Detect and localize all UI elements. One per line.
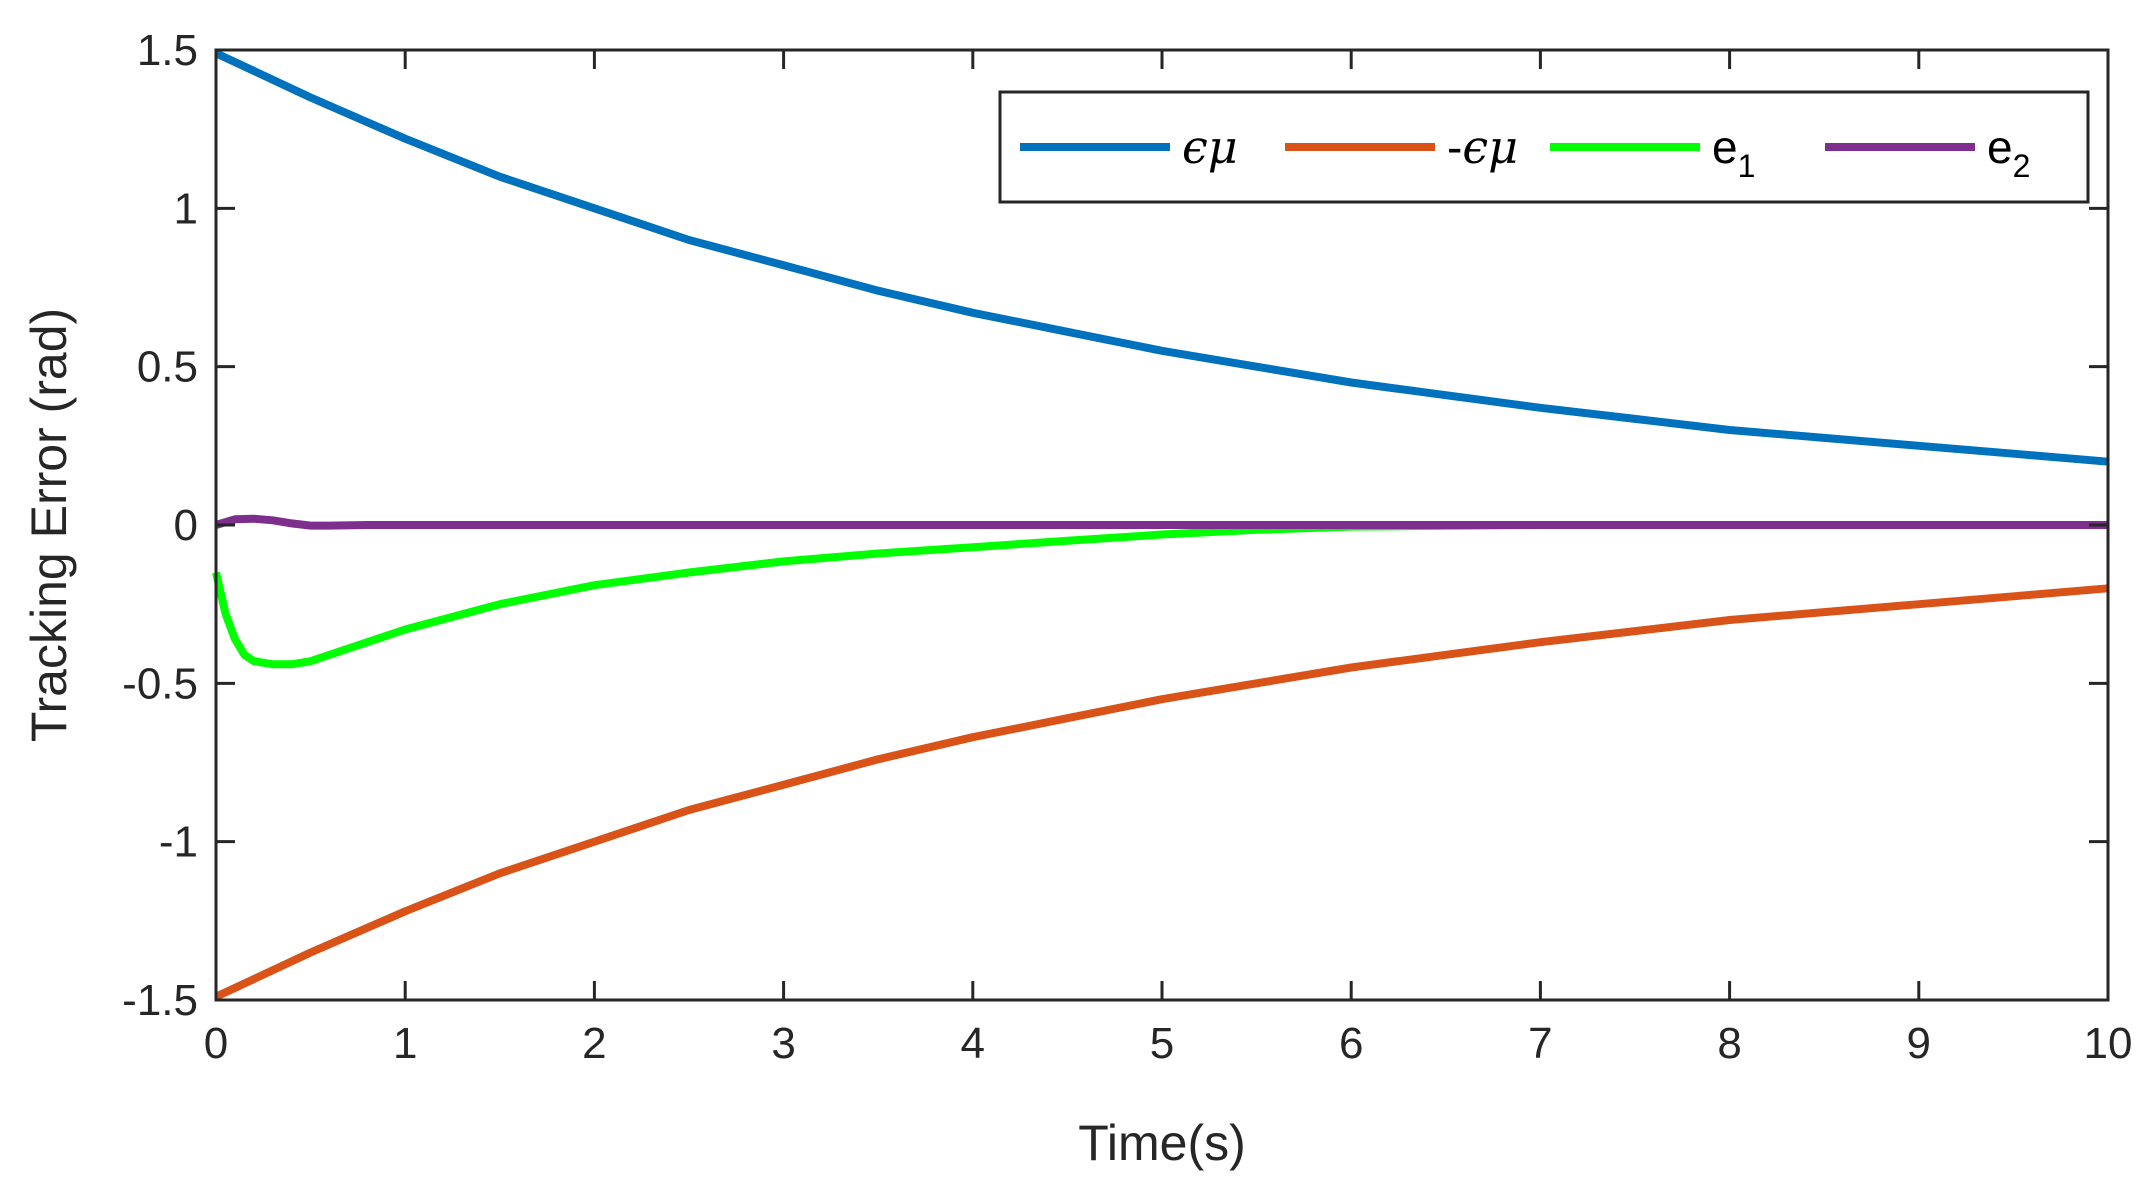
y-axis-title: Tracking Error (rad) [21,308,77,742]
series-line-3 [212,521,2108,669]
x-tick-label: 9 [1907,1019,1931,1068]
series-line-2 [214,584,2109,1001]
y-tick-label: 0.5 [137,343,198,392]
y-tick-label: -0.5 [122,659,198,708]
legend: ϵμ -ϵμ e1 e2 [998,90,2090,204]
x-tick-label: 10 [2084,1019,2133,1068]
legend-label-4: e2 [1987,121,2030,184]
legend-label-2: -ϵμ [1447,120,1518,174]
y-tick-label: 1.5 [137,26,198,75]
x-tick-label: 0 [204,1019,228,1068]
x-tick-label: 6 [1339,1019,1363,1068]
y-tick-label: -1 [159,818,198,867]
series-layer [212,49,2109,1001]
y-tick-label: 1 [174,184,198,233]
x-axis-title: Time(s) [1078,1115,1246,1171]
x-tick-label: 5 [1150,1019,1174,1068]
x-tick-label: 1 [393,1019,417,1068]
tick-layer: 0 1 2 3 4 5 6 7 8 9 10 1.5 1 0.5 0 -0.5 -1 -1.5 [122,26,2132,1068]
series-line-4 [214,514,2108,530]
series-line-1 [214,49,2109,466]
x-tick-label: 7 [1528,1019,1552,1068]
x-tick-label: 3 [771,1019,795,1068]
x-tick-label: 8 [1717,1019,1741,1068]
y-tick-label: -1.5 [122,976,198,1025]
legend-label-3: e1 [1712,121,1755,184]
x-tick-label: 2 [582,1019,606,1068]
legend-label-1: ϵμ [1182,120,1238,174]
y-tick-label: 0 [174,501,198,550]
x-tick-label: 4 [961,1019,985,1068]
